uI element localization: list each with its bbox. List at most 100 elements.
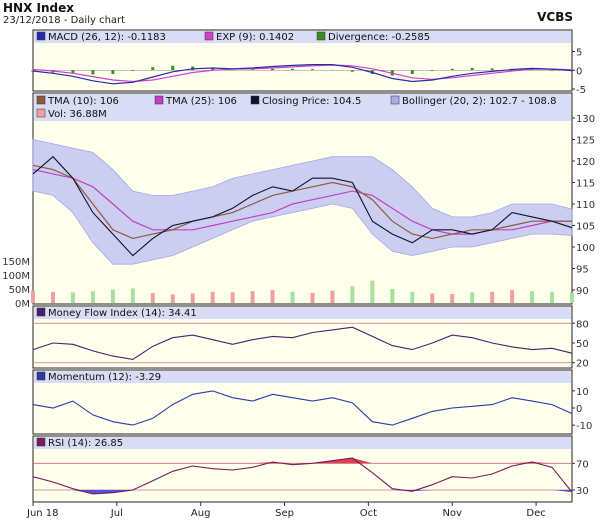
volume-bar	[550, 291, 555, 303]
macd-legend-bg	[34, 31, 571, 43]
legend-label: Momentum (12): -3.29	[48, 372, 161, 383]
divergence-bar	[211, 68, 215, 71]
volume-bar	[190, 293, 195, 303]
y-tick-label: 90	[576, 286, 589, 297]
x-tick-label: Aug	[191, 508, 211, 519]
tma10-line	[32, 164, 572, 240]
divergence-bar	[410, 70, 414, 74]
legend-label: TMA (10): 106	[47, 96, 119, 107]
divergence-bar	[430, 70, 434, 71]
y-tick-label: 0	[576, 66, 582, 77]
volume-bar	[31, 290, 35, 303]
legend-swatch	[390, 95, 400, 105]
divergence-bar	[71, 70, 75, 74]
divergence-bar	[131, 70, 135, 71]
y-tick-label: -5	[576, 85, 586, 96]
volume-bar	[270, 290, 275, 303]
divergence-bar	[350, 70, 354, 72]
chart-subtitle: 23/12/2018 - Daily chart	[3, 15, 125, 26]
momentum-panel: Momentum (12): -3.29 10 0 -10	[32, 369, 592, 435]
legend-swatch	[36, 31, 46, 41]
volume-bar	[110, 289, 115, 303]
divergence-bar	[450, 68, 454, 71]
legend-label: MACD (26, 12): -0.1183	[48, 32, 166, 43]
oversold-fill	[33, 490, 572, 494]
divergence-bar	[530, 69, 534, 71]
legend-label: RSI (14): 26.85	[48, 438, 123, 449]
x-axis: Jun 18 Jul Aug Sep Oct Nov Dec	[26, 502, 546, 519]
divergence-bar	[470, 68, 474, 71]
volume-bar	[130, 288, 135, 303]
volume-bar	[490, 291, 495, 303]
y-tick-label: -10	[576, 421, 592, 432]
volume-bar	[410, 291, 415, 303]
divergence-bar	[291, 68, 295, 71]
legend-swatch	[204, 31, 214, 41]
rsi-panel: RSI (14): 26.85 70 30	[32, 435, 589, 503]
divergence-bar	[271, 68, 275, 71]
volume-bar	[510, 290, 515, 303]
volume-bar	[250, 291, 255, 303]
legend-label: Divergence: -0.2585	[328, 32, 430, 43]
y-tick-label: 125	[576, 136, 595, 147]
legend-label: EXP (9): 0.1402	[216, 32, 294, 43]
y-tick-label: 30	[576, 486, 589, 497]
page-title: HNX Index	[3, 1, 74, 15]
x-tick-label: Jul	[110, 508, 123, 519]
volume-bar	[570, 292, 574, 303]
y-tick-label: 20	[576, 359, 589, 370]
y-tick-label: 115	[576, 179, 595, 190]
legend-label: Vol: 36.88M	[48, 109, 107, 120]
y-tick-label: 0	[576, 404, 582, 415]
y-tick-label: 10	[576, 387, 589, 398]
osc-3-legend-bg	[34, 371, 571, 383]
macd-line	[32, 63, 573, 85]
legend-label: TMA (25): 106	[165, 96, 237, 107]
volume-bar	[450, 294, 455, 303]
indicator-line	[32, 390, 573, 426]
volume-bar	[230, 292, 235, 303]
x-tick-label: Nov	[442, 508, 462, 519]
y-tick-label: 130	[576, 114, 595, 125]
legend-label: Money Flow Index (14): 34.41	[48, 308, 197, 319]
legend-label: Closing Price: 104.5	[262, 96, 361, 107]
macd-panel: MACD (26, 12): -0.1183 EXP (9): 0.1402 Div…	[31, 29, 586, 96]
x-tick-label: Oct	[360, 508, 377, 519]
y-tick-label: 100	[576, 243, 595, 254]
brand-label: VCBS	[537, 10, 573, 24]
volume-bar	[430, 293, 435, 303]
volume-tick-label: 50M	[9, 285, 30, 296]
volume-bar	[310, 292, 315, 303]
legend-swatch	[36, 437, 46, 447]
volume-bar	[150, 292, 155, 303]
volume-bar	[370, 280, 375, 303]
x-tick-label: Jun 18	[26, 508, 59, 519]
volume-bar	[90, 291, 95, 303]
divergence-bar	[490, 68, 494, 71]
volume-bar	[210, 291, 215, 303]
y-tick-label: 50	[576, 339, 589, 350]
legend-swatch	[36, 108, 46, 118]
divergence-bar	[251, 69, 255, 71]
osc-4-legend-bg	[34, 437, 571, 449]
y-tick-label: 70	[576, 459, 589, 470]
volume-bar	[290, 291, 295, 303]
legend-swatch	[36, 371, 46, 381]
divergence-bar	[91, 70, 95, 75]
volume-bar	[50, 291, 55, 303]
legend-swatch	[316, 31, 326, 41]
volume-tick-label: 100M	[2, 271, 30, 282]
volume-bar	[330, 290, 335, 303]
divergence-bar	[151, 67, 155, 71]
volume-bar	[530, 291, 535, 303]
y-tick-label: 80	[576, 319, 589, 330]
closing-price-line	[32, 155, 573, 257]
volume-tick-label: 0M	[15, 299, 30, 310]
divergence-bar	[111, 70, 115, 74]
divergence-bar	[171, 65, 175, 71]
exp-line	[32, 64, 573, 83]
volume-bar	[350, 286, 355, 303]
legend-swatch	[36, 95, 46, 105]
